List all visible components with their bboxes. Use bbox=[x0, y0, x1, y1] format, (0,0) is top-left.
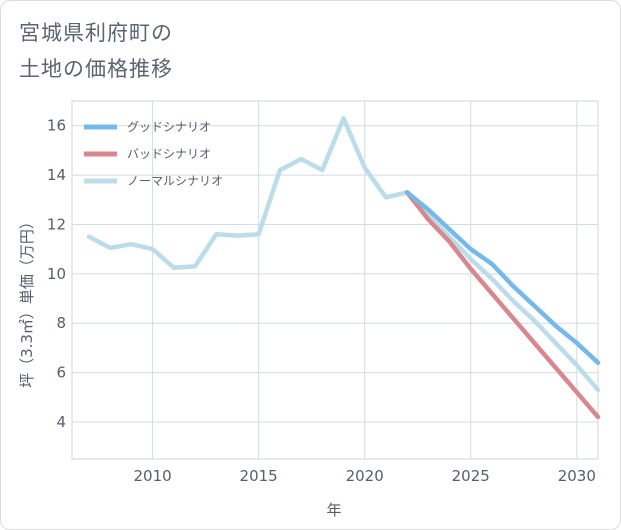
x-tick-label-2025: 2025 bbox=[452, 467, 490, 485]
legend-label-1: バッドシナリオ bbox=[127, 147, 211, 161]
x-axis-label: 年 bbox=[326, 501, 341, 519]
series-lines bbox=[86, 116, 601, 420]
grid-lines bbox=[72, 101, 598, 459]
x-tick-label-2030: 2030 bbox=[558, 467, 596, 485]
legend-label-0: グッドシナリオ bbox=[127, 120, 211, 134]
x-tick-label-2020: 2020 bbox=[346, 467, 384, 485]
series-line-2 bbox=[86, 116, 601, 393]
y-axis-label: 坪（3.3㎡）単価（万円） bbox=[18, 214, 36, 388]
series-line-0 bbox=[404, 190, 601, 365]
y-tick-label-14: 14 bbox=[47, 166, 66, 184]
y-tick-label-12: 12 bbox=[47, 215, 66, 233]
chart-title-line-1: 宮城県利府町の bbox=[19, 21, 173, 45]
series-line-1 bbox=[404, 190, 601, 420]
legend-label-2: ノーマルシナリオ bbox=[127, 174, 223, 188]
y-tick-labels: 4 6 8 10 12 14 16 bbox=[47, 117, 66, 431]
y-tick-label-8: 8 bbox=[56, 314, 66, 332]
y-tick-label-10: 10 bbox=[47, 265, 66, 283]
chart-title: 宮城県利府町の 土地の価格推移 bbox=[19, 15, 173, 87]
x-tick-label-2015: 2015 bbox=[240, 467, 278, 485]
chart-title-line-2: 土地の価格推移 bbox=[19, 57, 173, 81]
y-tick-label-16: 16 bbox=[47, 117, 66, 135]
x-tick-label-2010: 2010 bbox=[134, 467, 172, 485]
x-tick-labels: 2010 2015 2020 2025 2030 bbox=[134, 467, 596, 485]
y-tick-label-4: 4 bbox=[56, 413, 66, 431]
y-tick-label-6: 6 bbox=[56, 364, 66, 382]
